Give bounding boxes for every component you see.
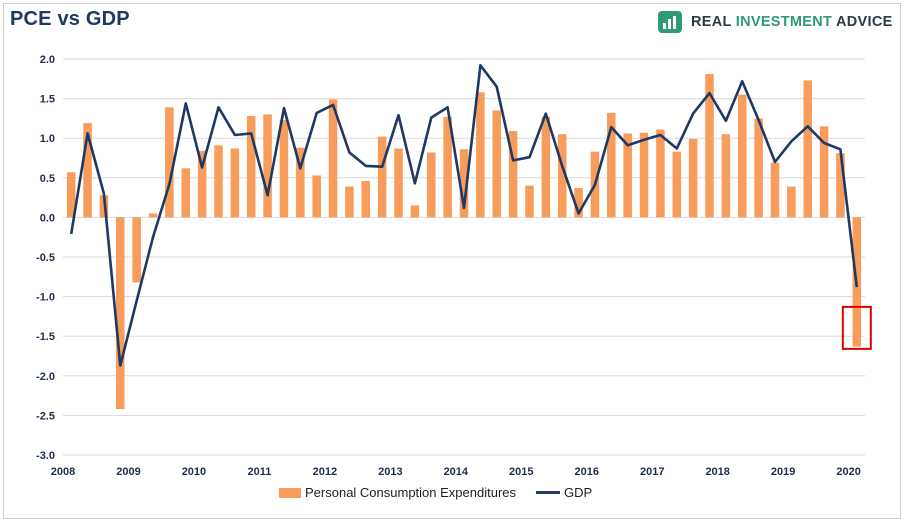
- pce-bar: [492, 110, 501, 218]
- pce-bar: [803, 80, 812, 218]
- x-tick-label: 2008: [51, 466, 75, 478]
- x-tick-label: 2018: [705, 466, 729, 478]
- pce-bar: [721, 134, 731, 218]
- x-tick-label: 2019: [771, 466, 795, 478]
- pce-bar: [508, 131, 518, 218]
- pce-bar: [639, 132, 649, 218]
- pce-bar: [705, 74, 714, 218]
- y-tick-label: -1.5: [36, 331, 55, 343]
- x-tick-label: 2015: [509, 466, 533, 478]
- highlight-box: [841, 305, 872, 350]
- pce-bar: [214, 145, 223, 218]
- x-tick-label: 2014: [444, 466, 469, 478]
- pce-bar: [246, 116, 256, 218]
- pce-bar: [672, 151, 682, 218]
- brand-logo: REAL INVESTMENT ADVICE: [657, 9, 893, 35]
- pce-bar: [148, 213, 158, 218]
- brand-name: REAL INVESTMENT ADVICE: [691, 14, 893, 30]
- pce-bars: [66, 74, 862, 410]
- x-tick-label: 2013: [378, 466, 402, 478]
- legend-pce-label: Personal Consumption Expenditures: [305, 485, 517, 500]
- chart-title: PCE vs GDP: [10, 8, 130, 30]
- y-tick-label: 0.5: [40, 173, 55, 185]
- chart-box-icon: [658, 11, 682, 33]
- pce-bar: [361, 180, 371, 218]
- legend: Personal Consumption Expenditures GDP: [279, 485, 592, 500]
- pce-bar: [688, 138, 698, 218]
- pce-bar: [476, 92, 485, 218]
- pce-bar: [263, 114, 272, 218]
- y-axis: 2.0 1.5 1.0 0.5 0.0 -0.5 -1.0 -1.5 -2.0 -2.5 -3.0: [36, 54, 55, 462]
- pce-bar: [410, 205, 420, 218]
- pce-bar: [83, 123, 92, 218]
- pce-bar: [394, 148, 403, 218]
- pce-bar: [181, 168, 191, 218]
- gdp-line-path: [69, 64, 859, 367]
- pce-bar: [312, 175, 321, 218]
- legend-gdp-swatch: [536, 491, 561, 494]
- x-tick-label: 2011: [247, 466, 271, 478]
- pce-bar: [165, 107, 174, 218]
- y-tick-label: 1.5: [40, 94, 55, 106]
- pce-bar: [574, 188, 583, 218]
- y-tick-label: -1.0: [36, 292, 55, 304]
- legend-gdp-label: GDP: [564, 485, 593, 500]
- x-tick-label: 2016: [575, 466, 599, 478]
- y-tick-label: 1.0: [40, 133, 55, 145]
- pce-bar: [328, 99, 338, 218]
- x-axis: 2008 2009 2010 2011 2012 2013 2014 2015 2016 2017…: [51, 466, 861, 478]
- gdp-line: [69, 64, 859, 367]
- y-tick-label: 0.0: [40, 212, 55, 224]
- x-tick-label: 2009: [116, 466, 140, 478]
- pce-bar: [459, 149, 469, 218]
- pce-bar: [345, 186, 354, 218]
- pce-bar: [541, 116, 551, 218]
- legend-pce-swatch: [279, 487, 301, 498]
- pce-bar: [197, 150, 207, 218]
- y-tick-label: -2.0: [36, 371, 55, 383]
- x-tick-label: 2010: [182, 466, 206, 478]
- y-tick-label: -2.5: [36, 410, 55, 422]
- chart-frame: [3, 3, 901, 519]
- pce-bar: [443, 116, 452, 218]
- y-tick-label: -0.5: [36, 252, 55, 264]
- pce-bar: [66, 172, 76, 218]
- pce-bar: [819, 126, 829, 218]
- pce-bar: [296, 147, 305, 218]
- pce-bar: [230, 148, 240, 218]
- pce-bar: [557, 134, 567, 218]
- x-tick-label: 2017: [640, 466, 664, 478]
- pce-bar: [754, 118, 763, 218]
- y-tick-label: 2.0: [40, 54, 55, 66]
- pce-bar: [770, 162, 780, 218]
- pce-bar: [737, 94, 747, 218]
- pce-bar: [427, 152, 436, 218]
- pce-bar: [623, 133, 632, 218]
- y-tick-label: -3.0: [36, 450, 55, 462]
- pce-bar: [377, 136, 387, 218]
- pce-bar: [836, 153, 845, 218]
- pce-bar: [116, 217, 125, 410]
- gridlines: [63, 58, 865, 456]
- pce-bar: [656, 129, 665, 218]
- pce-bar: [525, 185, 534, 218]
- pce-bar: [132, 217, 141, 283]
- highlight-rect: [841, 305, 872, 350]
- pce-bar: [279, 119, 289, 218]
- x-tick-label: 2020: [836, 466, 860, 478]
- pce-bar: [607, 112, 616, 218]
- x-tick-label: 2012: [313, 466, 337, 478]
- pce-bar: [787, 186, 796, 218]
